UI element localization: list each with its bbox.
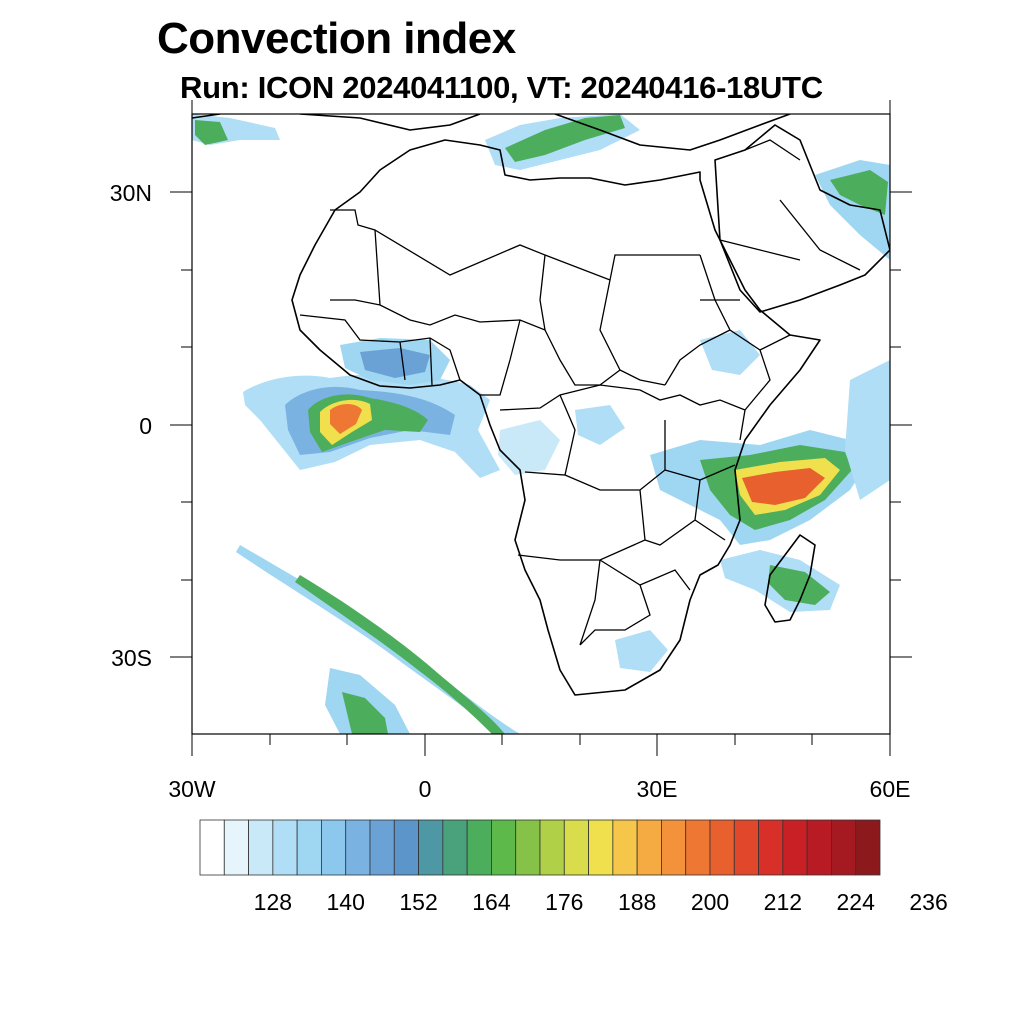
colorbar-swatch bbox=[248, 819, 274, 876]
lat-label-0: 0 bbox=[139, 413, 152, 439]
border-line bbox=[299, 314, 461, 386]
axis-ticks bbox=[170, 100, 912, 756]
colorbar-swatch bbox=[515, 819, 541, 876]
colorbar-swatch bbox=[321, 819, 347, 876]
colorbar-swatch bbox=[418, 819, 444, 876]
border-line bbox=[499, 384, 746, 561]
plot-frame bbox=[191, 113, 891, 735]
border-line bbox=[579, 464, 736, 646]
convection-area-gulf-guinea-max bbox=[330, 404, 362, 434]
colorbar-tick-label: 224 bbox=[836, 889, 875, 915]
convection-area-congo bbox=[575, 405, 625, 445]
colorbar-swatch bbox=[199, 819, 225, 876]
lon-label-30w: 30W bbox=[168, 776, 216, 802]
europe-coastline bbox=[192, 114, 791, 151]
colorbar-swatch bbox=[345, 819, 371, 876]
convection-area-mediterranean-core bbox=[505, 115, 625, 162]
convection-area-sahel-core bbox=[360, 348, 430, 378]
colorbar-swatch bbox=[491, 819, 517, 876]
colorbar-tick-label: 236 bbox=[909, 889, 948, 915]
colorbar-swatch bbox=[563, 819, 589, 876]
colorbar-swatch bbox=[782, 819, 808, 876]
colorbar-swatch bbox=[612, 819, 638, 876]
colorbar-swatch bbox=[588, 819, 614, 876]
colorbar-tick-label: 212 bbox=[763, 889, 803, 915]
convection-area-southern-band-core bbox=[295, 575, 505, 734]
colorbar-swatch bbox=[296, 819, 322, 876]
colorbar-tick-label: 152 bbox=[399, 889, 438, 915]
colorbar-swatch bbox=[806, 819, 832, 876]
colorbar-swatch bbox=[709, 819, 735, 876]
colorbar-swatch bbox=[661, 819, 687, 876]
convection-area-ethiopia bbox=[700, 330, 760, 375]
colorbar-swatch bbox=[369, 819, 395, 876]
colorbar-swatch bbox=[855, 819, 881, 876]
colorbar-swatch bbox=[539, 819, 565, 876]
madagascar-coastline bbox=[764, 534, 816, 623]
convection-area-arabia-core bbox=[830, 170, 888, 215]
africa-coastline bbox=[291, 139, 821, 696]
colorbar-swatch bbox=[733, 819, 759, 876]
colorbar-tick-label: 188 bbox=[617, 889, 657, 915]
convection-area-south-africa bbox=[615, 630, 668, 672]
colorbar-swatch bbox=[442, 819, 468, 876]
convection-area-indian-ocean bbox=[845, 360, 890, 500]
border-line bbox=[480, 254, 700, 396]
colorbar-tick-label: 164 bbox=[472, 889, 511, 915]
lat-label-30n: 30N bbox=[109, 180, 152, 206]
colorbar-swatch bbox=[831, 819, 857, 876]
arabia-coastline bbox=[714, 124, 890, 313]
border-line bbox=[719, 139, 861, 271]
colorbar-swatch bbox=[685, 819, 711, 876]
lat-label-30s: 30S bbox=[111, 645, 152, 671]
convection-area-madagascar-core bbox=[768, 565, 830, 605]
colorbar-tick-label: 200 bbox=[690, 889, 730, 915]
border-line bbox=[664, 254, 791, 441]
colorbar-swatch bbox=[272, 819, 298, 876]
colorbar-tick-label: 176 bbox=[545, 889, 584, 915]
lon-label-30e: 30E bbox=[636, 776, 678, 802]
lon-label-60e: 60E bbox=[869, 776, 911, 802]
convection-field bbox=[192, 114, 890, 734]
colorbar-swatch bbox=[223, 819, 249, 876]
convection-area-southern-patch-core bbox=[342, 692, 388, 734]
coastlines bbox=[192, 114, 890, 696]
map-title: Convection index bbox=[157, 14, 516, 63]
country-borders bbox=[299, 139, 861, 646]
colorbar-tick-label: 128 bbox=[253, 889, 293, 915]
map-subtitle: Run: ICON 2024041100, VT: 20240416-18UTC bbox=[180, 70, 823, 105]
convection-area-central-africa bbox=[498, 420, 560, 475]
convection-area-nw-corner-core bbox=[195, 120, 228, 145]
colorbar bbox=[199, 819, 881, 876]
lon-label-0: 0 bbox=[418, 776, 432, 802]
convection-area-east-africa-max bbox=[742, 468, 825, 505]
border-line bbox=[330, 209, 546, 332]
colorbar-swatch bbox=[636, 819, 662, 876]
colorbar-swatch bbox=[758, 819, 784, 876]
colorbar-swatch bbox=[466, 819, 492, 876]
colorbar-tick-label: 140 bbox=[326, 889, 365, 915]
colorbar-swatch bbox=[393, 819, 419, 876]
